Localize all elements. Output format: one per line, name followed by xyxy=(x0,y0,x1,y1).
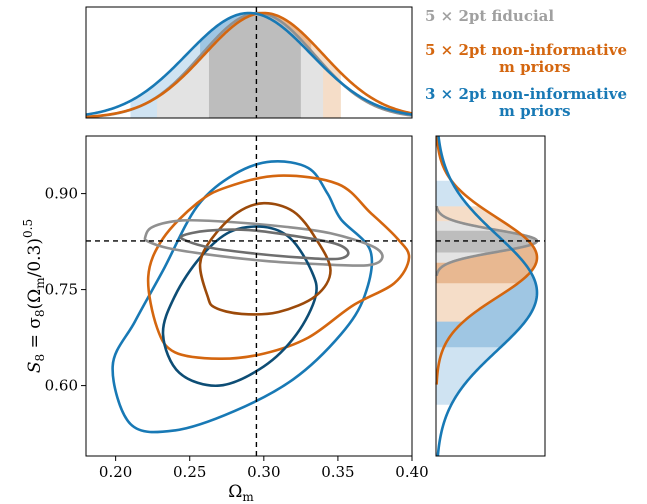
contour-layer xyxy=(111,160,411,434)
contour95-series-2 xyxy=(111,160,374,434)
legend-entry-2-line-1: m priors xyxy=(499,102,571,120)
top-curve-series-1 xyxy=(85,11,413,119)
x-tick-label-2: 0.30 xyxy=(247,463,280,481)
y-axis-label: S8 = σ8(Ωm/0.3)0.5 xyxy=(21,219,47,373)
right-curve-series-2 xyxy=(436,135,539,457)
main-frame xyxy=(85,135,413,457)
y-tick-label-1: 0.75 xyxy=(45,281,78,299)
legend-entry-1-line-1: m priors xyxy=(499,58,571,76)
joint-contour-panel: 0.20 0.25 0.30 0.35 0.40 0.60 0.75 0.90 Ωm S8 = σ… xyxy=(21,135,429,504)
contour95-series-0 xyxy=(143,218,384,267)
s8-marginal-panel xyxy=(435,135,546,457)
x-tick-label-3: 0.35 xyxy=(321,463,354,481)
y-tick-label-2: 0.90 xyxy=(45,185,78,203)
right-band68-series-0 xyxy=(436,230,537,253)
x-axis-label: Ωm xyxy=(228,482,254,504)
contour68-series-0 xyxy=(179,228,350,261)
legend-entry-1-line-0: 5 × 2pt non-informative xyxy=(425,41,627,59)
x-tick-label-4: 0.40 xyxy=(395,463,428,481)
contour95-series-1 xyxy=(146,174,411,361)
right-frame xyxy=(435,135,546,457)
omega-m-marginal-panel xyxy=(85,6,413,119)
x-tick-label-1: 0.25 xyxy=(173,463,206,481)
top-band68-series-0 xyxy=(208,13,301,118)
x-tick-label-0: 0.20 xyxy=(99,463,132,481)
legend-entry-0-line-0: 5 × 2pt fiducial xyxy=(425,7,554,25)
y-tick-label-0: 0.60 xyxy=(45,377,78,395)
top-frame xyxy=(85,6,413,119)
top-curve-series-2 xyxy=(85,11,413,116)
legend-entry-2-line-0: 3 × 2pt non-informative xyxy=(425,85,627,103)
